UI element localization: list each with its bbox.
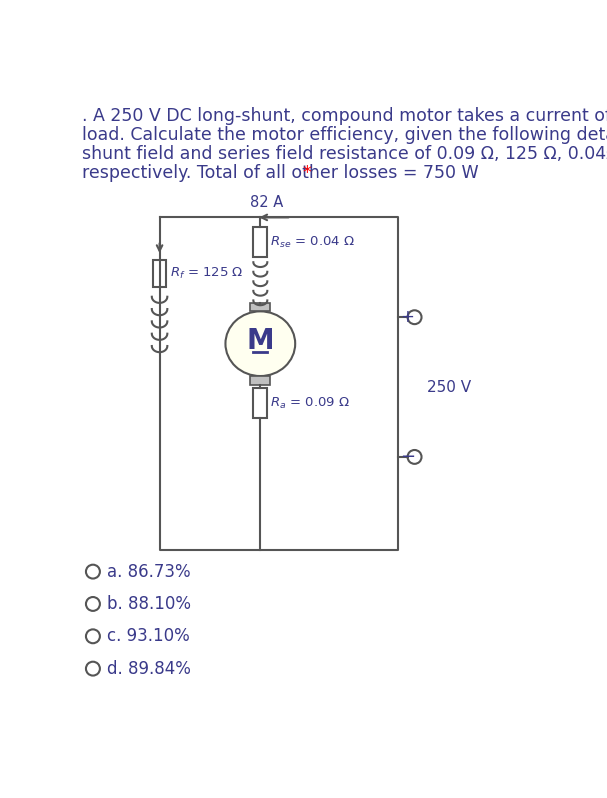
Text: M: M — [246, 327, 274, 355]
Bar — [154, 260, 166, 286]
Text: 250 V: 250 V — [427, 380, 471, 394]
Circle shape — [407, 310, 421, 324]
Text: respectively. Total of all other losses = 750 W: respectively. Total of all other losses … — [82, 164, 484, 182]
Text: *: * — [303, 164, 311, 182]
Bar — [253, 389, 267, 417]
Text: $R_a$ = 0.09 $\Omega$: $R_a$ = 0.09 $\Omega$ — [270, 396, 350, 410]
Circle shape — [407, 450, 421, 464]
Ellipse shape — [225, 311, 295, 376]
Circle shape — [86, 565, 100, 579]
Circle shape — [86, 597, 100, 611]
Text: b. 88.10%: b. 88.10% — [107, 595, 191, 613]
Text: 82 A: 82 A — [250, 196, 283, 211]
Bar — [250, 303, 270, 311]
Text: +: + — [400, 308, 414, 326]
Text: load. Calculate the motor efficiency, given the following details: armature,: load. Calculate the motor efficiency, gi… — [82, 126, 607, 144]
Text: $R_{se}$ = 0.04 $\Omega$: $R_{se}$ = 0.04 $\Omega$ — [270, 235, 354, 250]
Text: shunt field and series field resistance of 0.09 Ω, 125 Ω, 0.04Ω: shunt field and series field resistance … — [82, 145, 607, 163]
Text: . A 250 V DC long-shunt, compound motor takes a current of 82 A at full: . A 250 V DC long-shunt, compound motor … — [82, 107, 607, 124]
Text: $R_f$ = 125 $\Omega$: $R_f$ = 125 $\Omega$ — [171, 266, 244, 281]
Bar — [250, 376, 270, 385]
Circle shape — [86, 662, 100, 676]
Circle shape — [86, 630, 100, 643]
Text: −: − — [400, 448, 415, 466]
Bar — [253, 227, 267, 258]
Text: d. 89.84%: d. 89.84% — [107, 660, 191, 678]
Text: c. 93.10%: c. 93.10% — [107, 627, 189, 646]
Text: a. 86.73%: a. 86.73% — [107, 563, 191, 581]
